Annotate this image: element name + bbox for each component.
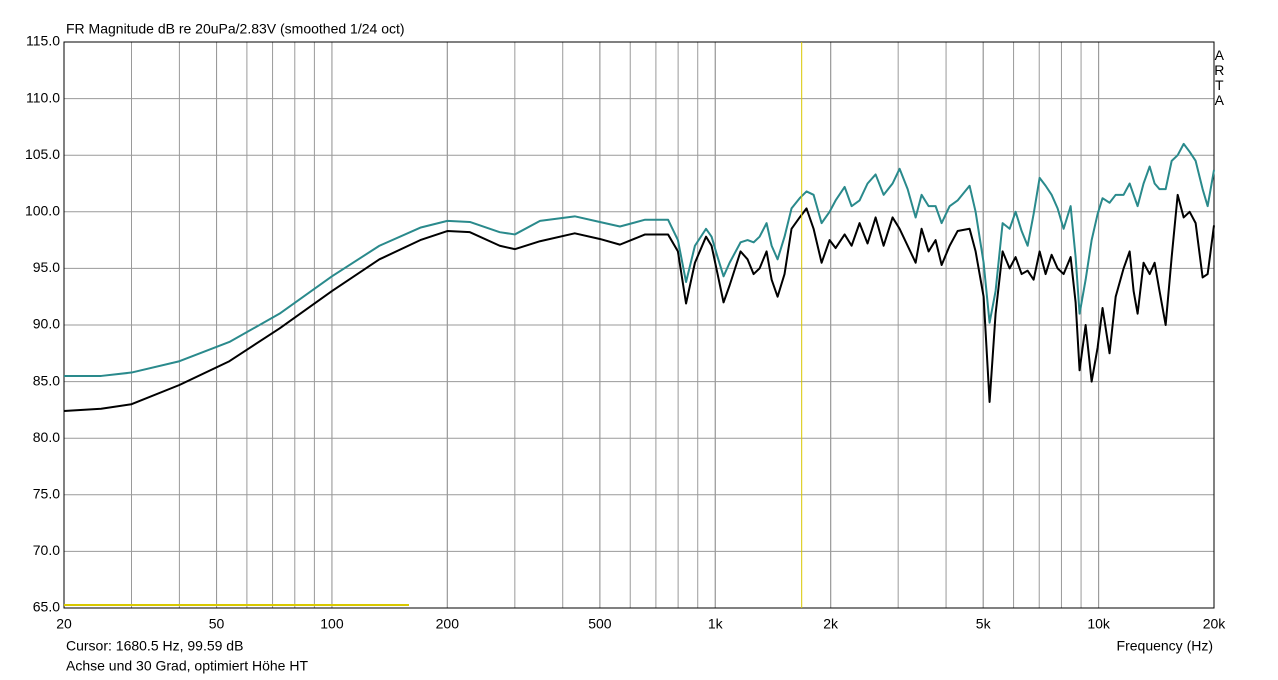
y-tick-label: 95.0 bbox=[33, 259, 60, 275]
y-tick-label: 85.0 bbox=[33, 372, 60, 388]
x-tick-label: 1k bbox=[708, 616, 724, 632]
watermark: ARTA bbox=[1211, 47, 1227, 107]
y-tick-label: 90.0 bbox=[33, 316, 60, 332]
x-tick-label: 10k bbox=[1087, 616, 1111, 632]
y-tick-label: 70.0 bbox=[33, 542, 60, 558]
x-tick-label: 100 bbox=[320, 616, 344, 632]
y-tick-label: 100.0 bbox=[25, 203, 60, 219]
y-tick-label: 115.0 bbox=[26, 33, 60, 49]
x-axis-label: Frequency (Hz) bbox=[1117, 638, 1213, 654]
x-tick-label: 2k bbox=[823, 616, 839, 632]
x-tick-label: 50 bbox=[209, 616, 225, 632]
y-tick-label: 65.0 bbox=[33, 599, 60, 615]
x-tick-label: 5k bbox=[976, 616, 992, 632]
y-tick-label: 75.0 bbox=[33, 486, 60, 502]
x-tick-label: 200 bbox=[436, 616, 460, 632]
y-tick-label: 110.0 bbox=[26, 89, 60, 105]
y-tick-label: 80.0 bbox=[33, 429, 60, 445]
note: Achse und 30 Grad, optimiert Höhe HT bbox=[66, 658, 308, 674]
cursor-readout: Cursor: 1680.5 Hz, 99.59 dB bbox=[66, 638, 243, 654]
series-line bbox=[64, 142, 1215, 377]
plot-frame bbox=[63, 41, 1215, 609]
series-line bbox=[63, 193, 1215, 413]
x-tick-label: 20k bbox=[1203, 616, 1227, 632]
chart-title: FR Magnitude dB re 20uPa/2.83V (smoothed… bbox=[66, 21, 405, 37]
x-tick-label: 500 bbox=[588, 616, 612, 632]
y-tick-label: 105.0 bbox=[25, 146, 60, 162]
x-tick-label: 20 bbox=[56, 616, 72, 632]
